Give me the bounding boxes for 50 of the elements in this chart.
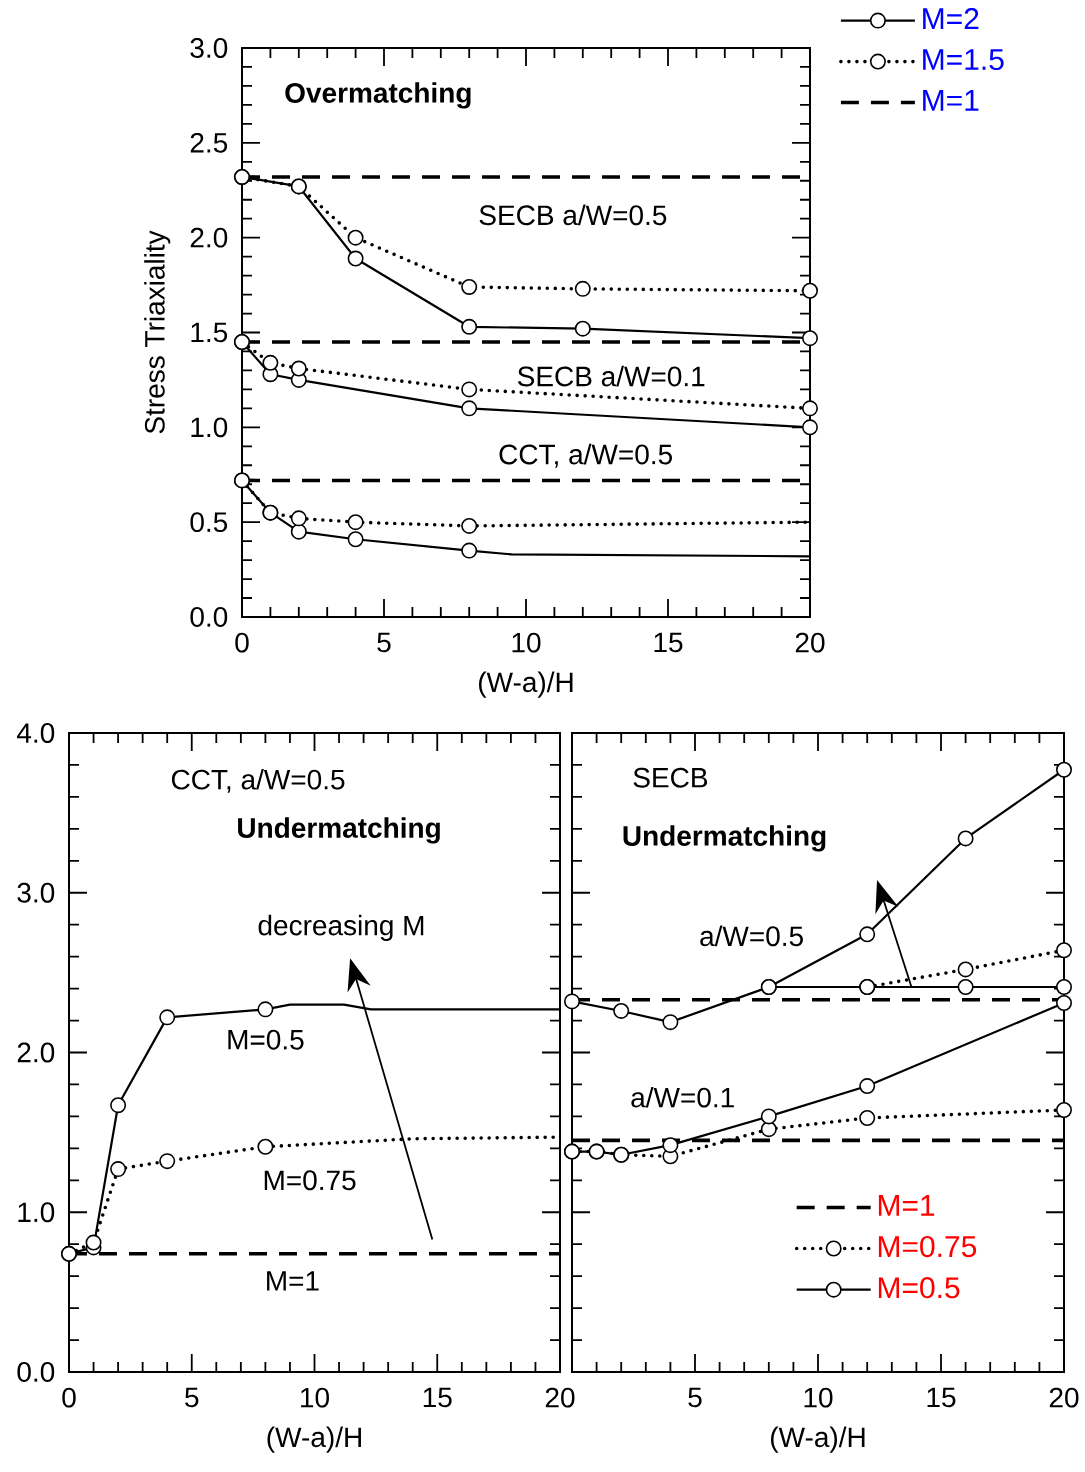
x-axis-title: (W-a)/H	[770, 1426, 865, 1453]
x-axis-title: (W-a)/H	[267, 1426, 361, 1453]
y-tick-label: 3.0	[17, 882, 55, 903]
annotation: M=0.75	[264, 1170, 356, 1191]
x-tick-label: 15	[654, 632, 683, 653]
annotation: Undermatching	[623, 825, 826, 852]
legend-label: M=0.5	[878, 1277, 960, 1299]
annotation: decreasing M	[258, 914, 424, 941]
x-tick-label: 0	[62, 1387, 76, 1408]
x-tick-label: 20	[545, 1387, 575, 1408]
y-tick-label: 0.0	[17, 1362, 55, 1382]
legend-label: M=1	[878, 1195, 935, 1216]
annotation: SECB a/W=0.5	[479, 204, 667, 226]
x-tick-label: 10	[512, 632, 541, 653]
x-tick-label: 20	[1049, 1387, 1079, 1408]
x-tick-label: 10	[301, 1387, 329, 1408]
y-tick-label: 0.0	[190, 607, 228, 627]
annotation: CCT, a/W=0.5	[171, 768, 345, 793]
y-tick-label: 3.0	[190, 38, 228, 58]
annotation: SECB	[633, 767, 708, 788]
y-tick-label: 4.0	[16, 723, 55, 743]
x-tick-label: 10	[804, 1387, 833, 1408]
x-tick-label: 5	[688, 1387, 702, 1408]
annotation: Undermatching	[238, 817, 440, 844]
annotation: CCT, a/W=0.5	[499, 443, 672, 468]
y-axis-title: Stress Triaxiality	[144, 230, 171, 434]
annotation: M=1	[267, 1271, 319, 1291]
x-tick-label: 15	[423, 1387, 452, 1408]
y-tick-label: 1.5	[191, 322, 228, 343]
x-tick-label: 20	[795, 632, 825, 653]
legend-label: M=1	[923, 90, 979, 111]
legend-label: M=1.5	[923, 49, 1004, 71]
legend-label: M=2	[923, 8, 979, 29]
y-tick-label: 2.5	[190, 132, 228, 153]
x-tick-label: 15	[927, 1387, 956, 1408]
y-tick-label: 1.0	[191, 417, 228, 438]
y-tick-label: 2.0	[190, 227, 228, 248]
x-tick-label: 0	[235, 632, 249, 653]
annotation: Overmatching	[285, 82, 471, 109]
annotation: SECB a/W=0.1	[517, 365, 705, 387]
y-tick-label: 2.0	[17, 1042, 55, 1063]
annotation: a/W=0.5	[700, 925, 803, 947]
x-tick-label: 5	[377, 632, 391, 653]
annotation: a/W=0.1	[631, 1086, 734, 1108]
y-tick-label: 1.0	[18, 1202, 55, 1223]
annotation: M=0.5	[228, 1029, 304, 1050]
x-tick-label: 5	[185, 1387, 199, 1408]
y-tick-label: 0.5	[190, 512, 228, 533]
legend-label: M=0.75	[878, 1235, 977, 1258]
x-axis-title: (W-a)/H	[478, 671, 573, 698]
